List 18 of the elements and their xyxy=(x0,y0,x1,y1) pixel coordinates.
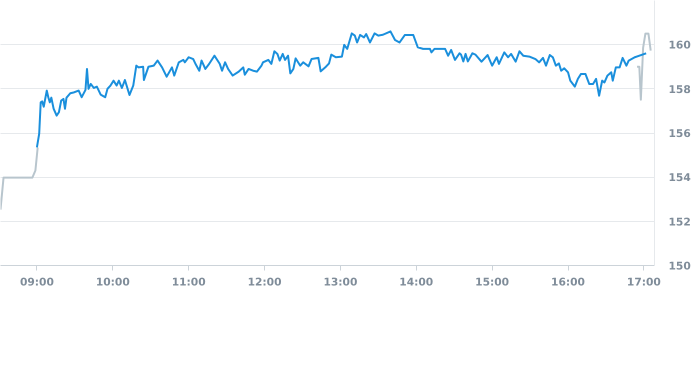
x-tick-label: 13:00 xyxy=(323,276,358,288)
x-tick-label: 11:00 xyxy=(172,276,206,288)
y-tick-label: 160 xyxy=(668,38,691,52)
x-tick-label: 09:00 xyxy=(20,276,54,288)
x-tick-label: 12:00 xyxy=(248,276,282,288)
y-tick-label: 152 xyxy=(668,215,691,228)
x-tick-label: 15:00 xyxy=(475,276,510,288)
x-tick-label: 16:00 xyxy=(551,276,585,288)
y-tick-label: 156 xyxy=(668,127,691,140)
x-tick-label: 17:00 xyxy=(626,276,661,288)
line-series xyxy=(36,30,648,148)
line-series xyxy=(0,146,39,211)
x-tick-label: 10:00 xyxy=(96,276,130,288)
x-tick-label: 14:00 xyxy=(399,276,434,288)
line-series xyxy=(636,32,652,101)
y-tick-label: 154 xyxy=(668,171,691,184)
y-tick-label: 150 xyxy=(668,260,691,272)
y-tick-label: 158 xyxy=(668,82,691,96)
